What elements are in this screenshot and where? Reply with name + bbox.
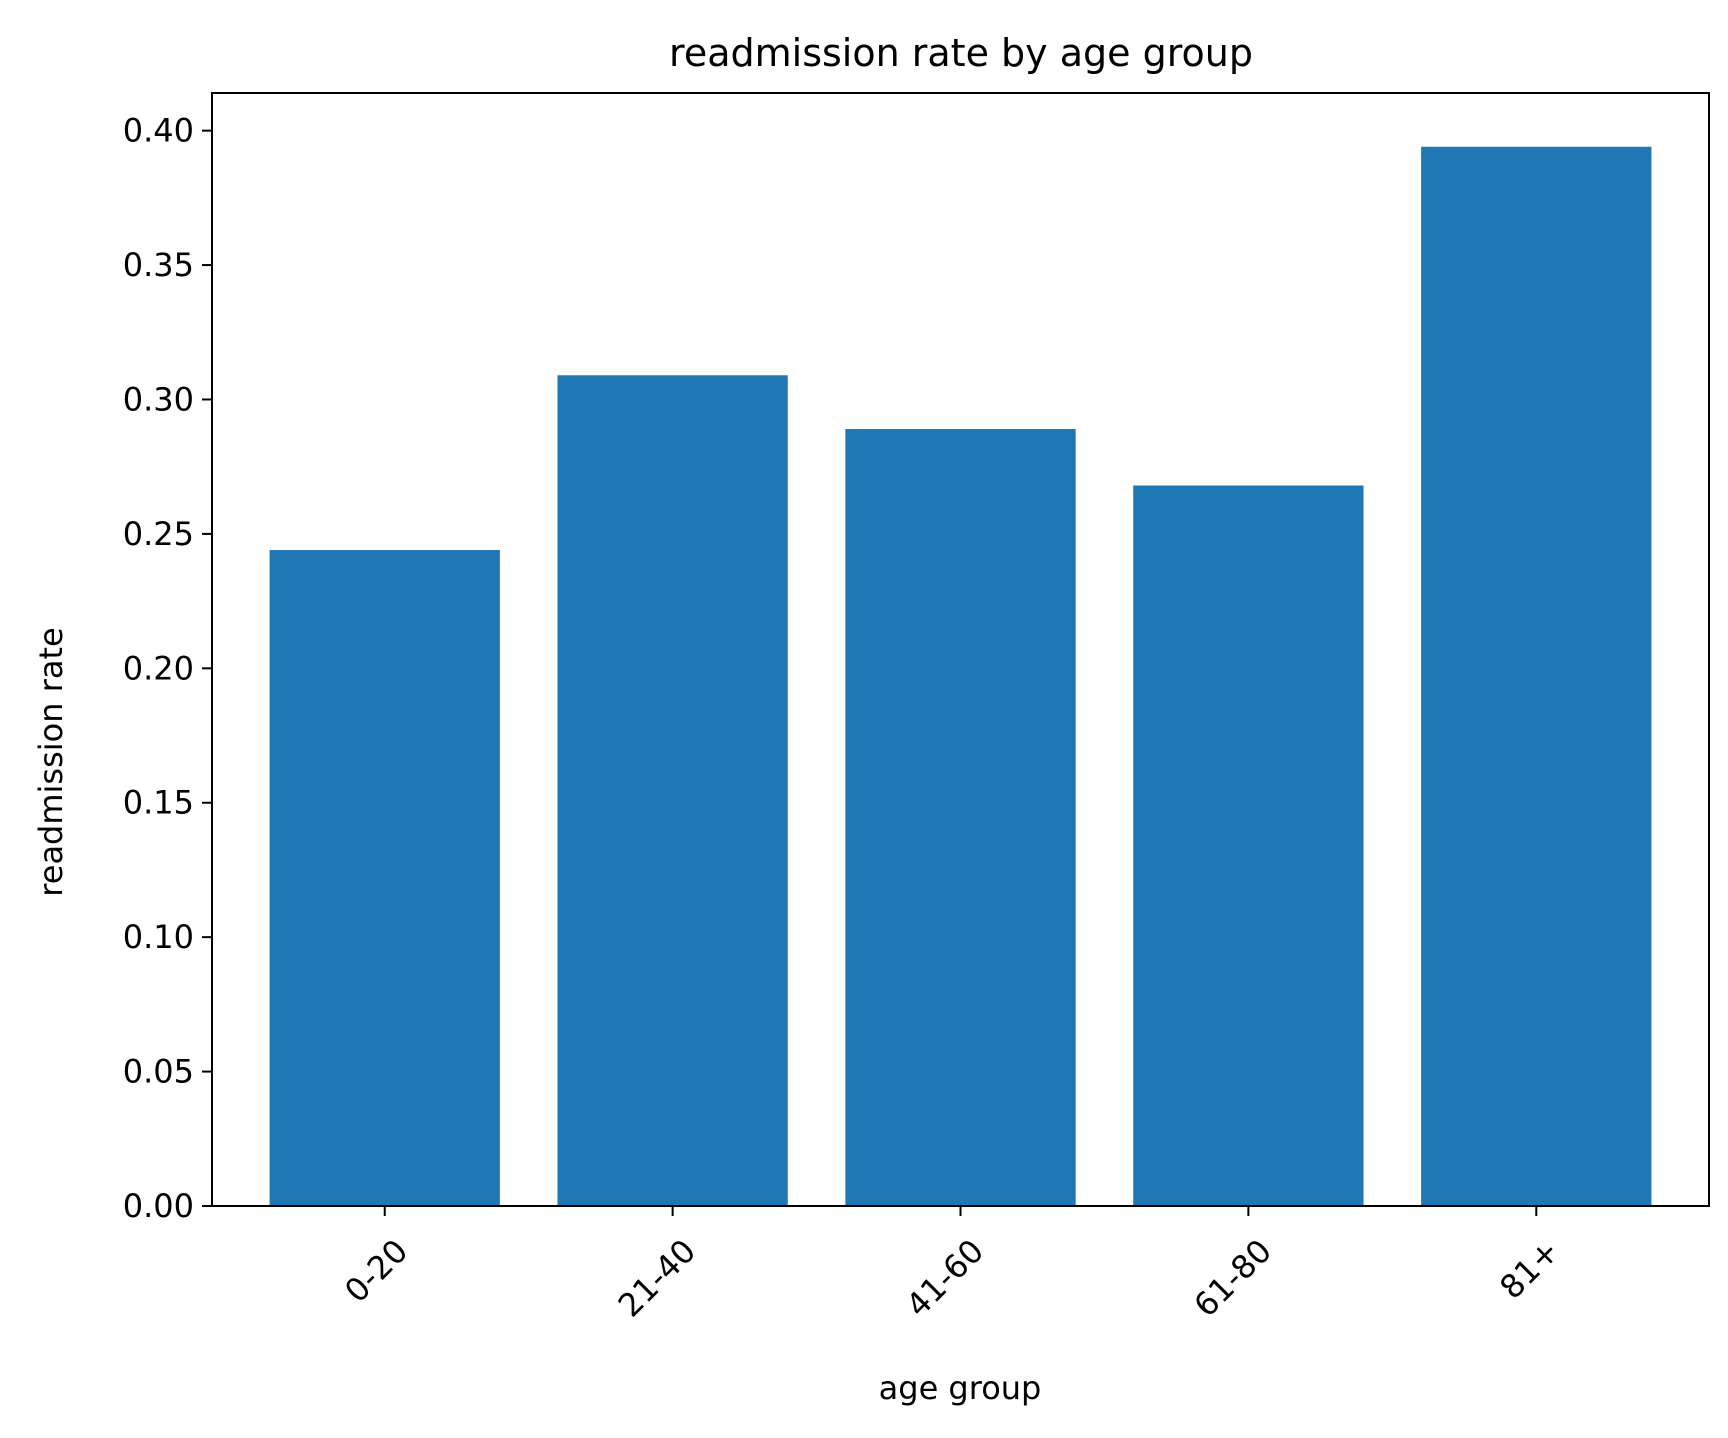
bars-layer bbox=[269, 146, 1652, 1206]
chart-title: readmission rate by age group bbox=[669, 31, 1253, 75]
y-axis-ticks: 0.00 0.05 0.10 0.15 0.20 0.25 0.30 0.35 0.40 bbox=[123, 112, 212, 1225]
bar-61-80 bbox=[1133, 485, 1364, 1206]
bar-0-20 bbox=[269, 550, 500, 1206]
y-tick-label: 0.25 bbox=[123, 515, 194, 553]
y-tick-label: 0.00 bbox=[123, 1187, 194, 1225]
y-tick-label: 0.05 bbox=[123, 1053, 194, 1091]
plot-area-frame bbox=[211, 92, 1710, 1207]
y-tick-label: 0.40 bbox=[123, 112, 194, 150]
y-tick-label: 0.20 bbox=[123, 649, 194, 687]
y-tick-label: 0.15 bbox=[123, 784, 194, 822]
bar-21-40 bbox=[557, 375, 788, 1206]
x-axis-label: age group bbox=[879, 1369, 1042, 1407]
bar-41-60 bbox=[845, 429, 1076, 1206]
y-tick-label: 0.35 bbox=[123, 246, 194, 284]
bar-81+ bbox=[1421, 146, 1652, 1206]
y-tick-label: 0.30 bbox=[123, 380, 194, 418]
y-axis-label: readmission rate bbox=[32, 627, 70, 896]
y-tick-label: 0.10 bbox=[123, 918, 194, 956]
